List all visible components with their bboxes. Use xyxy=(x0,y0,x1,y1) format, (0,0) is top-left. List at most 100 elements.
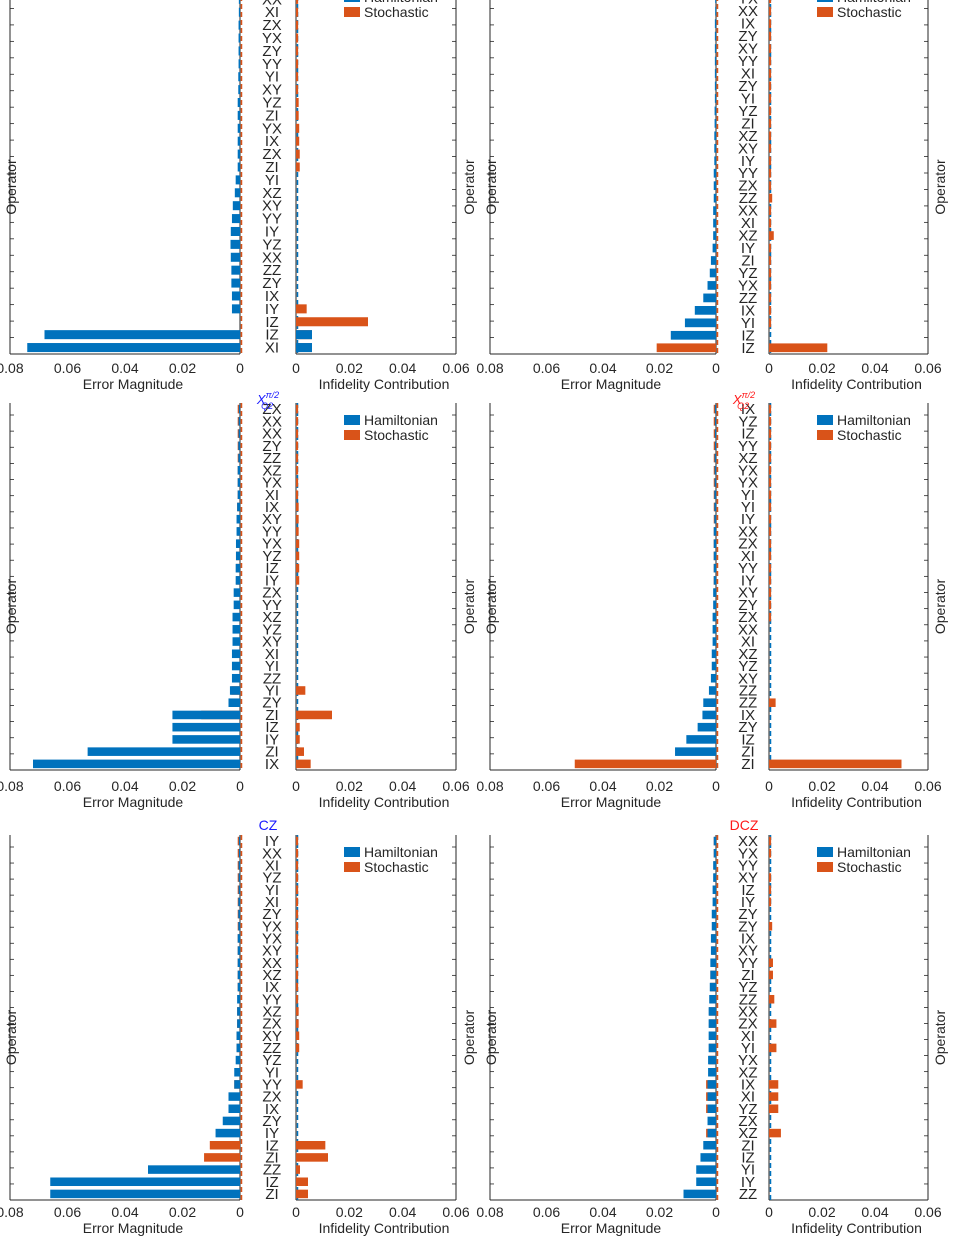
bar-stochastic xyxy=(769,897,772,907)
left-tick-label: 0 xyxy=(236,360,244,376)
operator-label: XZ xyxy=(738,1064,757,1081)
bar-hamiltonian xyxy=(148,1165,240,1174)
legend-swatch-stochastic xyxy=(817,862,833,872)
bar-hamiltonian xyxy=(238,85,240,95)
bar-hamiltonian xyxy=(713,206,716,215)
right-tick-label: 0.06 xyxy=(914,360,941,376)
operator-label: YI xyxy=(741,1040,755,1057)
bar-left-stochastic xyxy=(209,1140,240,1150)
right-xlabel: Infidelity Contribution xyxy=(791,1220,922,1236)
bar-hamiltonian xyxy=(237,110,240,120)
operator-label: XX xyxy=(262,845,282,862)
bar-stochastic xyxy=(769,612,772,622)
operator-label: YY xyxy=(738,53,758,70)
legend-swatch-hamiltonian xyxy=(344,0,360,2)
bar-stochastic xyxy=(769,994,775,1004)
bar-stochastic xyxy=(296,563,300,573)
bar-hamiltonian xyxy=(237,934,240,943)
bar-left-stochastic xyxy=(574,759,716,769)
bar-stochastic xyxy=(769,848,772,858)
bar-hamiltonian xyxy=(708,1031,716,1041)
left-tick-label: 0.06 xyxy=(533,1204,560,1220)
bar-hamiltonian xyxy=(238,0,240,4)
operator-label: XX xyxy=(262,413,282,430)
operator-label: XX xyxy=(738,833,758,850)
bar-hamiltonian xyxy=(231,661,240,671)
bar-hamiltonian xyxy=(715,0,716,4)
bar-hamiltonian xyxy=(710,970,716,980)
panel-title: Xπ/2 Q2 xyxy=(732,390,755,411)
legend-swatch-hamiltonian xyxy=(344,847,360,857)
right-tick-label: 0 xyxy=(292,778,300,794)
bar-hamiltonian xyxy=(710,946,716,955)
operator-label: XY xyxy=(738,585,758,602)
bar-stochastic xyxy=(296,441,299,451)
bar-hamiltonian xyxy=(33,759,240,769)
left-tick-label: 0.08 xyxy=(0,1204,24,1220)
bar-hamiltonian xyxy=(708,686,716,695)
operator-label: IX xyxy=(741,707,755,724)
operator-label: YI xyxy=(741,1162,755,1179)
operator-label: XX xyxy=(262,955,282,972)
bar-stochastic xyxy=(296,576,300,585)
bar-hamiltonian xyxy=(238,897,240,907)
legend-swatch-stochastic xyxy=(344,430,360,440)
legend-label-hamiltonian: Hamiltonian xyxy=(837,0,911,5)
bar-stochastic xyxy=(769,281,772,290)
operator-label: YZ xyxy=(738,413,757,430)
bar-stochastic xyxy=(769,268,772,278)
bar-stochastic xyxy=(769,156,772,166)
bar-hamiltonian xyxy=(714,404,716,414)
left-tick-label: 0 xyxy=(712,1204,720,1220)
bar-stochastic xyxy=(296,1019,299,1028)
bar-hamiltonian xyxy=(714,466,716,475)
right-tick-label: 0 xyxy=(765,360,773,376)
operator-label: ZI xyxy=(265,107,278,124)
bar-hamiltonian xyxy=(238,429,240,438)
bar-hamiltonian xyxy=(714,31,716,41)
left-tick-label: 0.08 xyxy=(476,778,503,794)
bar-hamiltonian xyxy=(238,873,240,882)
bar-stochastic xyxy=(296,514,299,524)
bar-hamiltonian xyxy=(707,281,716,290)
bar-stochastic xyxy=(769,453,772,463)
bar-stochastic xyxy=(296,527,299,536)
bar-hamiltonian xyxy=(713,836,716,846)
right-tick-label: 0 xyxy=(765,1204,773,1220)
bar-hamiltonian xyxy=(215,1128,240,1138)
bar-stochastic xyxy=(769,759,902,769)
operator-label: ZX xyxy=(738,1016,757,1033)
bar-hamiltonian xyxy=(236,514,240,524)
operator-label: XZ xyxy=(738,228,757,245)
bar-hamiltonian xyxy=(235,175,240,185)
operator-label: IX xyxy=(741,401,755,418)
left-tick-label: 0.06 xyxy=(54,1204,81,1220)
bar-hamiltonian xyxy=(238,836,240,846)
bar-hamiltonian xyxy=(670,330,716,340)
operator-label: YX xyxy=(262,30,282,47)
operator-label: ZY xyxy=(738,597,757,614)
bar-hamiltonian xyxy=(229,686,240,695)
operator-label: YY xyxy=(738,560,758,577)
bar-stochastic xyxy=(296,759,311,769)
bar-hamiltonian xyxy=(237,994,240,1004)
bar-stochastic xyxy=(769,885,772,895)
left-xlabel: Error Magnitude xyxy=(561,794,662,810)
left-tick-label: 0 xyxy=(236,1204,244,1220)
bar-hamiltonian xyxy=(237,162,240,172)
bar-hamiltonian xyxy=(683,1189,716,1199)
bar-hamiltonian xyxy=(700,1153,716,1162)
operator-label: XY xyxy=(262,198,282,215)
bar-hamiltonian xyxy=(238,885,240,895)
operator-label: ZI xyxy=(265,159,278,176)
left-xlabel: Error Magnitude xyxy=(561,376,662,392)
bar-hamiltonian xyxy=(231,278,240,288)
bar-stochastic xyxy=(769,1092,779,1101)
bar-hamiltonian xyxy=(238,33,240,43)
bar-hamiltonian xyxy=(231,291,240,301)
bar-stochastic xyxy=(296,478,299,487)
bar-hamiltonian xyxy=(713,576,716,585)
bar-hamiltonian xyxy=(233,588,240,597)
bar-hamiltonian xyxy=(707,1128,716,1138)
